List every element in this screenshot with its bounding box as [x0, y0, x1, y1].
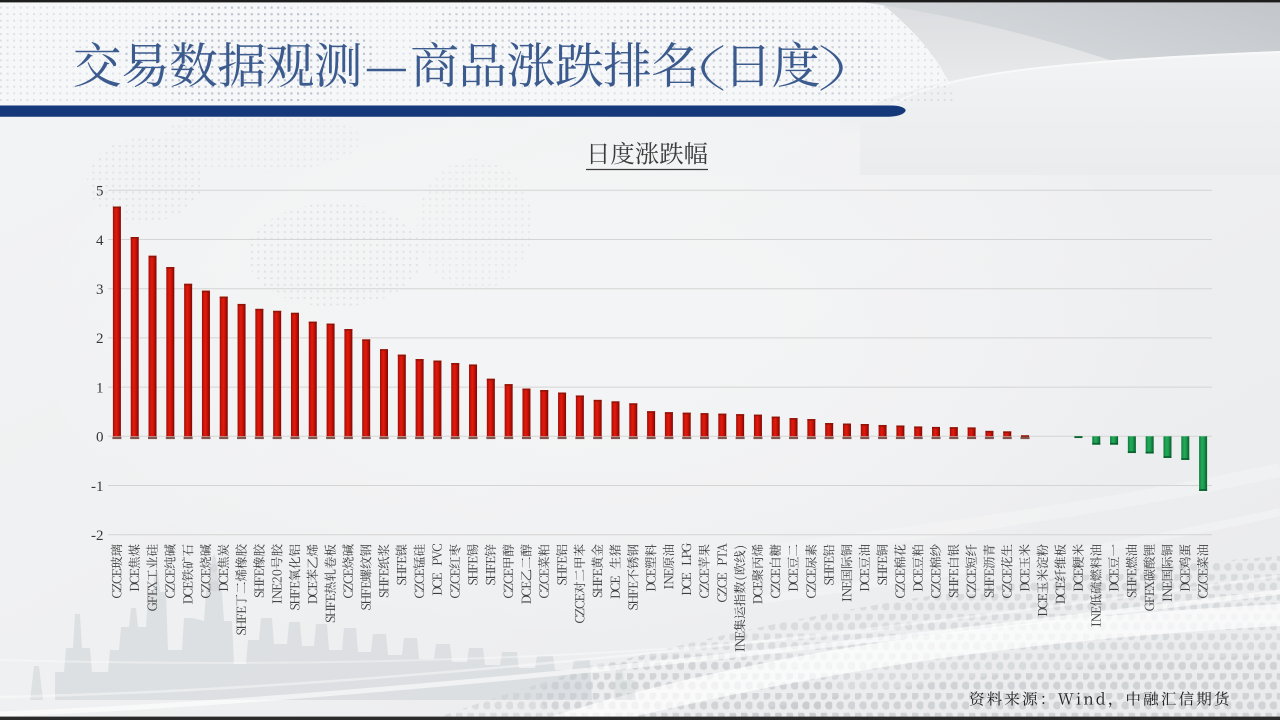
svg-text:-1: -1	[91, 479, 104, 495]
svg-text:3: 3	[96, 282, 104, 298]
svg-text:4: 4	[96, 233, 104, 249]
svg-text:0: 0	[96, 430, 104, 446]
svg-text:2: 2	[96, 331, 104, 347]
svg-text:-2: -2	[91, 528, 104, 544]
svg-text:1: 1	[96, 380, 104, 396]
svg-text:5: 5	[96, 184, 104, 200]
